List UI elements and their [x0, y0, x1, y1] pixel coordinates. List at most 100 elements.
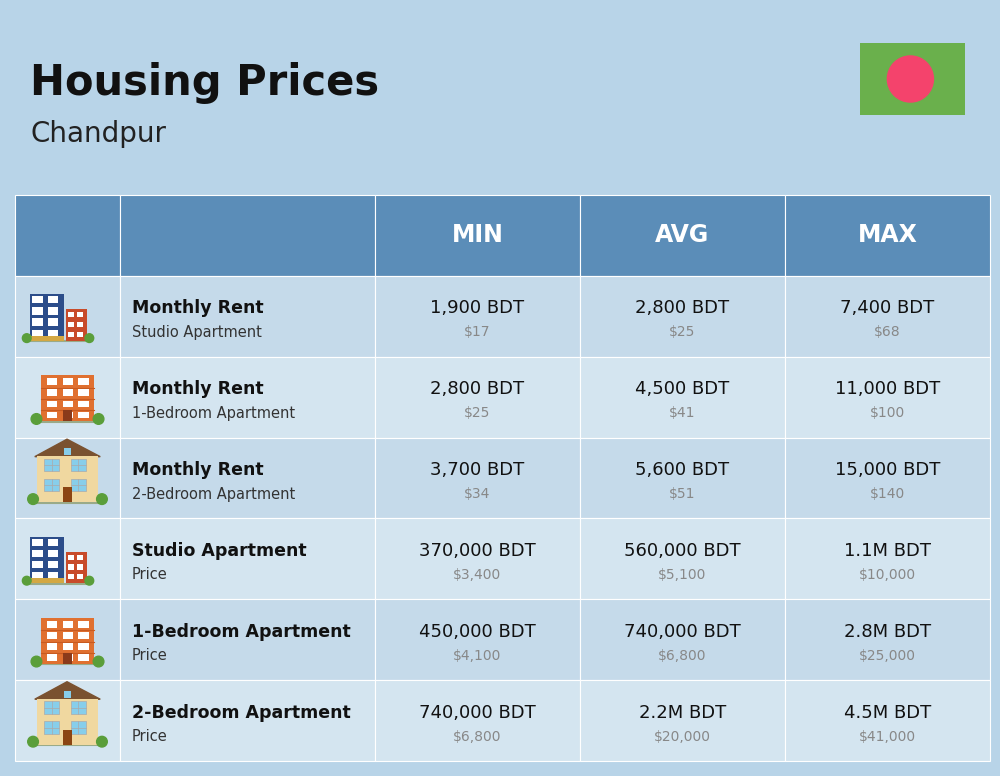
- Text: AVG: AVG: [655, 223, 710, 248]
- Text: 1.1M BDT: 1.1M BDT: [844, 542, 931, 559]
- FancyBboxPatch shape: [48, 572, 58, 580]
- FancyBboxPatch shape: [63, 411, 72, 421]
- FancyBboxPatch shape: [63, 654, 73, 661]
- FancyBboxPatch shape: [32, 561, 43, 568]
- FancyBboxPatch shape: [375, 275, 580, 357]
- FancyBboxPatch shape: [77, 564, 83, 570]
- FancyBboxPatch shape: [580, 518, 785, 599]
- FancyBboxPatch shape: [41, 618, 94, 664]
- FancyBboxPatch shape: [63, 653, 72, 664]
- Text: 3,700 BDT: 3,700 BDT: [430, 461, 525, 479]
- FancyBboxPatch shape: [78, 654, 89, 661]
- FancyBboxPatch shape: [580, 438, 785, 518]
- Text: 2-Bedroom Apartment: 2-Bedroom Apartment: [132, 704, 351, 722]
- FancyBboxPatch shape: [32, 550, 43, 557]
- FancyBboxPatch shape: [30, 336, 64, 341]
- FancyBboxPatch shape: [77, 322, 83, 327]
- FancyBboxPatch shape: [0, 0, 1000, 185]
- FancyBboxPatch shape: [785, 680, 990, 761]
- FancyBboxPatch shape: [15, 195, 120, 275]
- FancyBboxPatch shape: [63, 400, 73, 407]
- FancyBboxPatch shape: [580, 599, 785, 680]
- FancyBboxPatch shape: [78, 621, 89, 628]
- FancyBboxPatch shape: [48, 561, 58, 568]
- FancyBboxPatch shape: [63, 390, 73, 397]
- Text: MIN: MIN: [452, 223, 503, 248]
- FancyBboxPatch shape: [47, 632, 57, 639]
- Text: Studio Apartment: Studio Apartment: [132, 325, 262, 340]
- FancyBboxPatch shape: [375, 680, 580, 761]
- Text: 2,800 BDT: 2,800 BDT: [430, 380, 525, 398]
- FancyBboxPatch shape: [785, 275, 990, 357]
- Text: 5,600 BDT: 5,600 BDT: [635, 461, 730, 479]
- Text: $25: $25: [464, 406, 491, 420]
- Circle shape: [31, 414, 42, 424]
- FancyBboxPatch shape: [37, 456, 98, 502]
- FancyBboxPatch shape: [32, 296, 43, 303]
- FancyBboxPatch shape: [48, 318, 58, 326]
- FancyBboxPatch shape: [37, 698, 98, 745]
- FancyBboxPatch shape: [78, 400, 89, 407]
- FancyBboxPatch shape: [32, 330, 43, 337]
- FancyBboxPatch shape: [15, 438, 120, 518]
- Text: 11,000 BDT: 11,000 BDT: [835, 380, 940, 398]
- FancyBboxPatch shape: [48, 330, 58, 337]
- FancyBboxPatch shape: [63, 729, 72, 745]
- Text: Monthly Rent: Monthly Rent: [132, 461, 264, 479]
- Circle shape: [97, 494, 107, 504]
- Circle shape: [28, 494, 38, 504]
- FancyBboxPatch shape: [785, 195, 990, 275]
- Text: $41: $41: [669, 406, 696, 420]
- Text: Price: Price: [132, 567, 168, 582]
- FancyBboxPatch shape: [63, 378, 73, 385]
- Text: Monthly Rent: Monthly Rent: [132, 300, 264, 317]
- FancyBboxPatch shape: [375, 518, 580, 599]
- Circle shape: [22, 577, 31, 585]
- Text: $10,000: $10,000: [859, 568, 916, 582]
- FancyBboxPatch shape: [785, 438, 990, 518]
- FancyBboxPatch shape: [30, 578, 64, 583]
- FancyBboxPatch shape: [32, 539, 43, 546]
- FancyBboxPatch shape: [15, 518, 120, 599]
- Text: $6,800: $6,800: [453, 729, 502, 743]
- Text: 1,900 BDT: 1,900 BDT: [430, 300, 525, 317]
- Text: Monthly Rent: Monthly Rent: [132, 380, 264, 398]
- FancyBboxPatch shape: [66, 552, 87, 583]
- Circle shape: [28, 736, 38, 747]
- FancyBboxPatch shape: [580, 195, 785, 275]
- FancyBboxPatch shape: [48, 296, 58, 303]
- Text: 450,000 BDT: 450,000 BDT: [419, 622, 536, 641]
- FancyBboxPatch shape: [785, 357, 990, 438]
- FancyBboxPatch shape: [44, 479, 59, 491]
- Text: 2.2M BDT: 2.2M BDT: [639, 704, 726, 722]
- FancyBboxPatch shape: [71, 459, 86, 472]
- FancyBboxPatch shape: [785, 599, 990, 680]
- Text: Studio Apartment: Studio Apartment: [132, 542, 307, 559]
- FancyBboxPatch shape: [120, 680, 375, 761]
- Text: 370,000 BDT: 370,000 BDT: [419, 542, 536, 559]
- FancyBboxPatch shape: [15, 195, 985, 761]
- FancyBboxPatch shape: [77, 312, 83, 317]
- Circle shape: [85, 334, 94, 342]
- Text: 2,800 BDT: 2,800 BDT: [635, 300, 730, 317]
- Text: $51: $51: [669, 487, 696, 501]
- FancyBboxPatch shape: [78, 643, 89, 650]
- Text: $68: $68: [874, 325, 901, 339]
- FancyBboxPatch shape: [44, 459, 59, 472]
- FancyBboxPatch shape: [64, 691, 71, 698]
- Text: Housing Prices: Housing Prices: [30, 62, 379, 104]
- FancyBboxPatch shape: [15, 680, 120, 761]
- FancyBboxPatch shape: [30, 537, 64, 583]
- Circle shape: [31, 656, 42, 667]
- FancyBboxPatch shape: [15, 357, 120, 438]
- FancyBboxPatch shape: [77, 555, 83, 560]
- Text: 560,000 BDT: 560,000 BDT: [624, 542, 741, 559]
- Text: Chandpur: Chandpur: [30, 120, 166, 148]
- FancyBboxPatch shape: [375, 438, 580, 518]
- Polygon shape: [35, 439, 100, 456]
- FancyBboxPatch shape: [48, 539, 58, 546]
- FancyBboxPatch shape: [375, 357, 580, 438]
- FancyBboxPatch shape: [32, 307, 43, 314]
- FancyBboxPatch shape: [78, 632, 89, 639]
- FancyBboxPatch shape: [77, 574, 83, 580]
